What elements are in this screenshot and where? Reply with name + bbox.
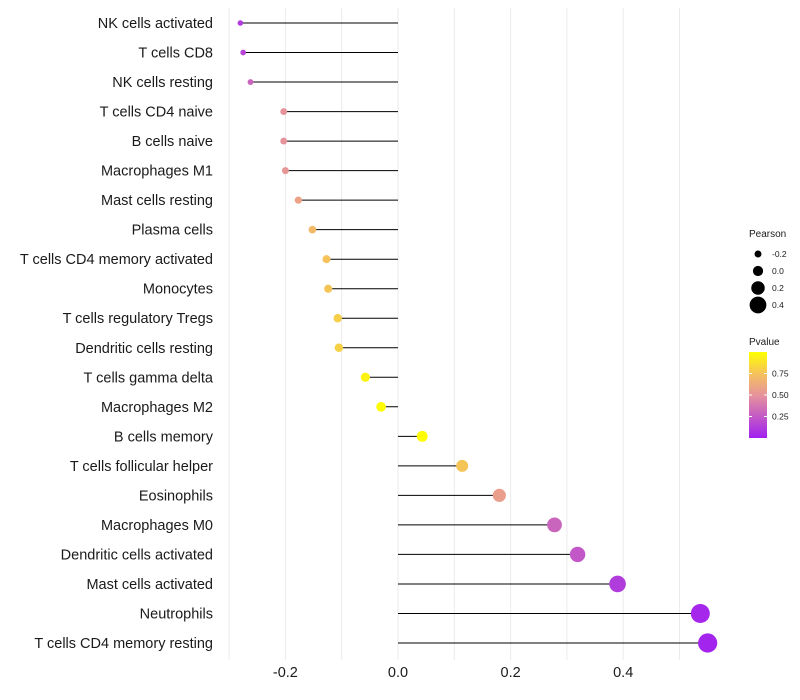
size-legend-key xyxy=(752,265,764,277)
size-legend-label: -0.2 xyxy=(772,249,787,259)
lollipop-point xyxy=(492,488,506,502)
category-label: T cells follicular helper xyxy=(70,459,213,475)
size-legend-title: Pearson xyxy=(749,229,786,240)
points-layer xyxy=(237,20,718,653)
legend: Pearson -0.2 0.0 0.2 0.4 Pvalue 0.75 0.50 0.2… xyxy=(749,229,789,438)
category-label: Mast cells resting xyxy=(101,193,213,209)
category-label: T cells CD8 xyxy=(138,46,213,62)
lollipop-point xyxy=(547,517,562,533)
category-label: Eosinophils xyxy=(139,488,213,504)
lollipop-point xyxy=(280,108,288,116)
color-legend-label: 0.25 xyxy=(772,412,789,422)
pvalue-colorbar xyxy=(749,352,767,438)
lollipop-point xyxy=(456,459,469,472)
color-legend-label: 0.50 xyxy=(772,390,789,400)
category-label: Macrophages M2 xyxy=(101,400,213,416)
lollipop-point xyxy=(280,137,288,145)
lollipop-point xyxy=(376,401,386,412)
category-label: T cells gamma delta xyxy=(84,370,214,386)
category-labels: NK cells activated T cells CD8 NK cells re… xyxy=(20,16,214,652)
category-label: Plasma cells xyxy=(132,223,213,239)
lollipop-point xyxy=(569,546,586,563)
x-tick-label: 0.4 xyxy=(613,665,633,681)
x-tick-label: 0.0 xyxy=(388,665,408,681)
category-label: Dendritic cells resting xyxy=(75,341,213,357)
color-legend-items: 0.75 0.50 0.25 xyxy=(749,369,789,422)
lollipop-point xyxy=(416,430,428,442)
lollipop-point xyxy=(698,633,718,653)
category-label: T cells CD4 naive xyxy=(100,105,213,121)
category-label: Macrophages M1 xyxy=(101,164,213,180)
grid-layer xyxy=(228,8,680,660)
category-label: Monocytes xyxy=(143,282,213,298)
category-label: Macrophages M0 xyxy=(101,518,213,534)
category-label: Dendritic cells activated xyxy=(61,547,213,563)
lollipop-point xyxy=(308,225,317,234)
size-legend-label: 0.2 xyxy=(772,283,784,293)
lollipop-point xyxy=(247,79,254,85)
category-label: T cells regulatory Tregs xyxy=(63,311,213,327)
lollipop-point xyxy=(360,372,370,382)
x-axis-ticks: -0.2 0.0 0.2 0.4 xyxy=(273,665,633,681)
lollipop-point xyxy=(334,343,344,353)
category-label: T cells CD4 memory resting xyxy=(34,636,213,652)
category-label: T cells CD4 memory activated xyxy=(20,252,213,268)
category-label: Mast cells activated xyxy=(86,577,213,593)
x-tick-label: 0.2 xyxy=(501,665,521,681)
size-legend-key xyxy=(754,250,762,258)
color-legend-title: Pvalue xyxy=(749,337,780,348)
size-legend-label: 0.4 xyxy=(772,300,784,310)
size-legend-items: -0.2 0.0 0.2 0.4 xyxy=(749,249,787,314)
stems-layer xyxy=(240,22,708,644)
lollipop-point xyxy=(237,20,244,26)
lollipop-point xyxy=(333,314,342,323)
size-legend-label: 0.0 xyxy=(772,266,784,276)
category-label: NK cells resting xyxy=(112,75,213,91)
size-legend-key xyxy=(751,281,765,295)
color-legend-label: 0.75 xyxy=(772,369,789,379)
size-legend-key xyxy=(749,296,767,314)
lollipop-point xyxy=(322,255,331,264)
category-label: B cells memory xyxy=(114,429,214,445)
lollipop-point xyxy=(609,575,626,593)
lollipop-point xyxy=(294,196,302,204)
lollipop-point xyxy=(281,167,289,175)
lollipop-point xyxy=(240,49,247,56)
category-label: B cells naive xyxy=(132,134,213,150)
category-label: NK cells activated xyxy=(98,16,213,32)
x-tick-label: -0.2 xyxy=(273,665,298,681)
category-label: Neutrophils xyxy=(140,606,213,622)
lollipop-point xyxy=(324,284,333,293)
lollipop-point xyxy=(690,603,710,623)
